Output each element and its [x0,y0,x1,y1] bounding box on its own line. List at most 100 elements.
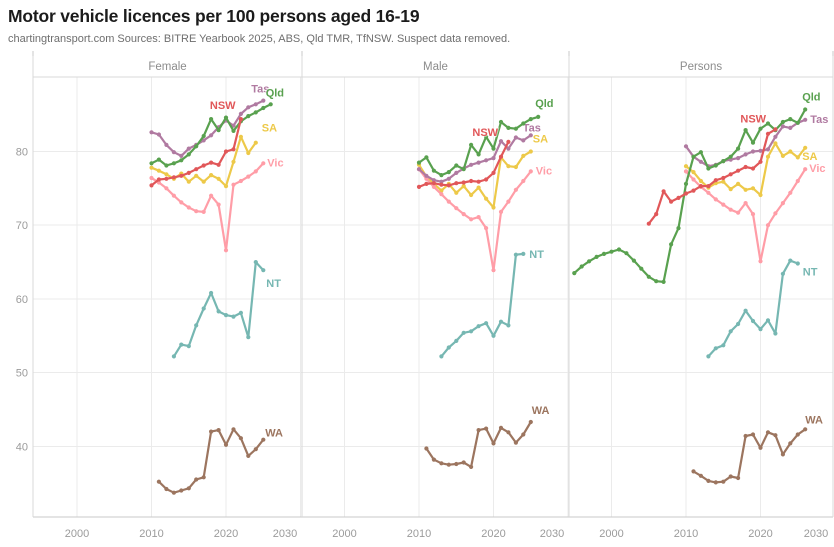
data-point[interactable] [795,432,800,437]
data-point[interactable] [773,211,778,216]
data-point[interactable] [416,160,422,165]
data-point[interactable] [186,152,191,157]
data-point[interactable] [149,175,154,181]
data-point[interactable] [476,152,481,157]
data-point[interactable] [253,140,258,145]
data-point[interactable] [513,252,519,257]
data-point[interactable] [669,199,674,204]
data-point[interactable] [706,190,711,195]
data-point[interactable] [238,134,243,139]
data-point[interactable] [691,170,696,175]
data-point[interactable] [750,149,756,154]
data-point[interactable] [521,178,526,184]
data-point[interactable] [216,202,221,207]
data-point[interactable] [491,441,496,446]
data-point[interactable] [246,174,251,179]
data-point[interactable] [416,184,422,189]
data-point[interactable] [246,114,251,119]
data-point[interactable] [209,193,214,198]
data-point[interactable] [194,167,199,172]
data-point[interactable] [461,167,466,172]
data-point[interactable] [691,469,696,474]
data-point[interactable] [698,150,704,155]
data-point[interactable] [521,153,526,158]
data-point[interactable] [788,190,793,195]
data-point[interactable] [261,268,266,273]
data-point[interactable] [454,190,459,195]
data-point[interactable] [424,155,429,160]
data-point[interactable] [424,446,429,451]
data-point[interactable] [209,429,214,434]
data-point[interactable] [186,179,191,184]
data-point[interactable] [223,149,229,154]
data-point[interactable] [431,178,436,183]
data-point[interactable] [461,212,466,217]
data-point[interactable] [416,167,422,172]
data-point[interactable] [601,251,607,256]
data-point[interactable] [216,128,221,133]
data-point[interactable] [743,187,748,192]
data-point[interactable] [454,461,459,467]
data-point[interactable] [736,475,741,481]
data-point[interactable] [698,473,704,478]
data-point[interactable] [743,128,748,133]
data-point[interactable] [253,260,258,265]
data-point[interactable] [780,119,786,125]
data-point[interactable] [179,158,184,163]
series-line-vic[interactable] [150,162,265,252]
data-point[interactable] [528,133,533,138]
data-point[interactable] [469,142,474,147]
data-point[interactable] [721,479,726,484]
data-point[interactable] [201,138,206,143]
data-point[interactable] [156,479,161,484]
data-point[interactable] [461,184,466,189]
series-persons-wa[interactable] [691,427,808,485]
data-point[interactable] [484,134,489,139]
data-point[interactable] [171,175,176,180]
data-point[interactable] [683,144,689,149]
data-point[interactable] [179,200,184,205]
data-point[interactable] [171,161,176,166]
data-point[interactable] [736,156,741,161]
series-line-tas[interactable] [150,99,265,157]
series-line-wa[interactable] [157,428,265,494]
data-point[interactable] [454,181,459,186]
data-point[interactable] [743,164,748,170]
data-point[interactable] [149,161,154,166]
data-point[interactable] [795,261,800,266]
data-point[interactable] [765,121,771,126]
data-point[interactable] [750,432,756,437]
data-point[interactable] [238,436,243,441]
data-point[interactable] [594,254,599,259]
data-point[interactable] [209,160,214,165]
data-point[interactable] [750,186,756,191]
data-point[interactable] [186,205,191,210]
data-point[interactable] [803,145,808,150]
data-point[interactable] [513,135,519,140]
data-point[interactable] [676,226,681,231]
data-point[interactable] [498,209,504,214]
data-point[interactable] [446,345,451,350]
data-point[interactable] [171,150,176,155]
data-point[interactable] [728,154,733,159]
data-point[interactable] [743,152,748,157]
data-point[interactable] [484,177,489,182]
data-point[interactable] [587,259,592,264]
data-point[interactable] [223,248,229,253]
data-point[interactable] [491,170,496,175]
series-male-wa[interactable] [424,419,533,469]
data-point[interactable] [439,179,444,184]
data-point[interactable] [795,178,800,184]
data-point[interactable] [713,480,718,485]
data-point[interactable] [164,176,169,181]
data-point[interactable] [506,139,511,144]
data-point[interactable] [246,453,251,458]
data-point[interactable] [803,107,808,112]
series-female-wa[interactable] [156,427,266,495]
data-point[interactable] [171,354,176,359]
data-point[interactable] [728,172,733,177]
data-point[interactable] [513,126,519,131]
data-point[interactable] [795,120,800,125]
data-point[interactable] [194,323,199,328]
data-point[interactable] [506,199,511,204]
